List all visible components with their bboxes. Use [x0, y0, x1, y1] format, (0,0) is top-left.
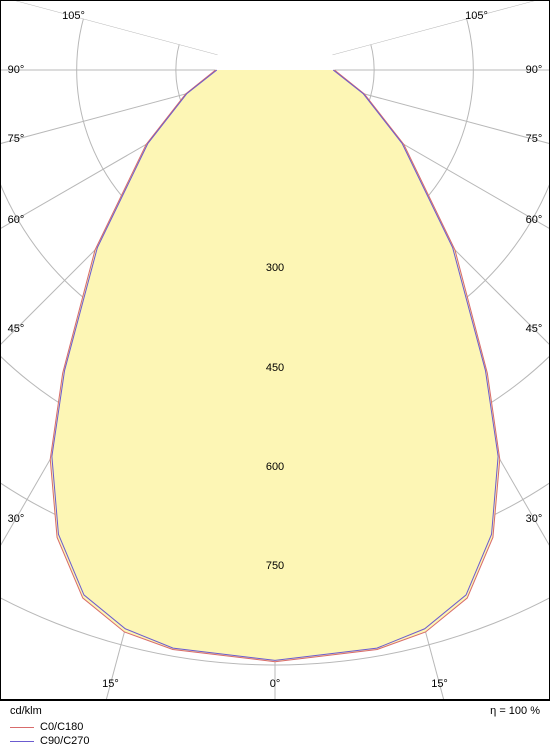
polar-chart-svg — [0, 0, 550, 700]
bottom-row: cd/klm η = 100 % — [0, 701, 550, 719]
radial-tick-label: 600 — [266, 461, 284, 473]
angle-tick-label: 15° — [102, 678, 119, 690]
polar-chart: 300 450 600 750 105° 90° 75° 60° 45° 30° 15° 0° 15° 3… — [0, 0, 550, 701]
legend-label: C0/C180 — [40, 721, 83, 733]
legend-swatch — [10, 741, 34, 742]
unit-label: cd/klm — [10, 705, 42, 717]
legend-label: C90/C270 — [40, 735, 90, 747]
angle-tick-label: 60° — [526, 214, 543, 226]
angle-tick-label: 60° — [8, 214, 25, 226]
angle-tick-label: 45° — [526, 323, 543, 335]
legend-item: C0/C180 — [10, 721, 540, 733]
legend-swatch — [10, 727, 34, 728]
angle-tick-label: 105° — [62, 10, 85, 22]
radial-tick-label: 450 — [266, 362, 284, 374]
angle-tick-label: 75° — [8, 133, 25, 145]
angle-tick-label: 45° — [8, 323, 25, 335]
radial-tick-label: 300 — [266, 262, 284, 274]
angle-tick-label: 30° — [8, 513, 25, 525]
legend-item: C90/C270 — [10, 735, 540, 747]
angle-tick-label: 105° — [465, 10, 488, 22]
angle-tick-label: 0° — [270, 678, 281, 690]
radial-tick-label: 750 — [266, 560, 284, 572]
angle-tick-label: 30° — [526, 513, 543, 525]
legend: C0/C180 C90/C270 — [0, 721, 550, 747]
angle-tick-label: 75° — [526, 133, 543, 145]
angle-tick-label: 90° — [526, 64, 543, 76]
angle-tick-label: 15° — [431, 678, 448, 690]
efficiency-label: η = 100 % — [490, 705, 540, 717]
angle-tick-label: 90° — [8, 64, 25, 76]
